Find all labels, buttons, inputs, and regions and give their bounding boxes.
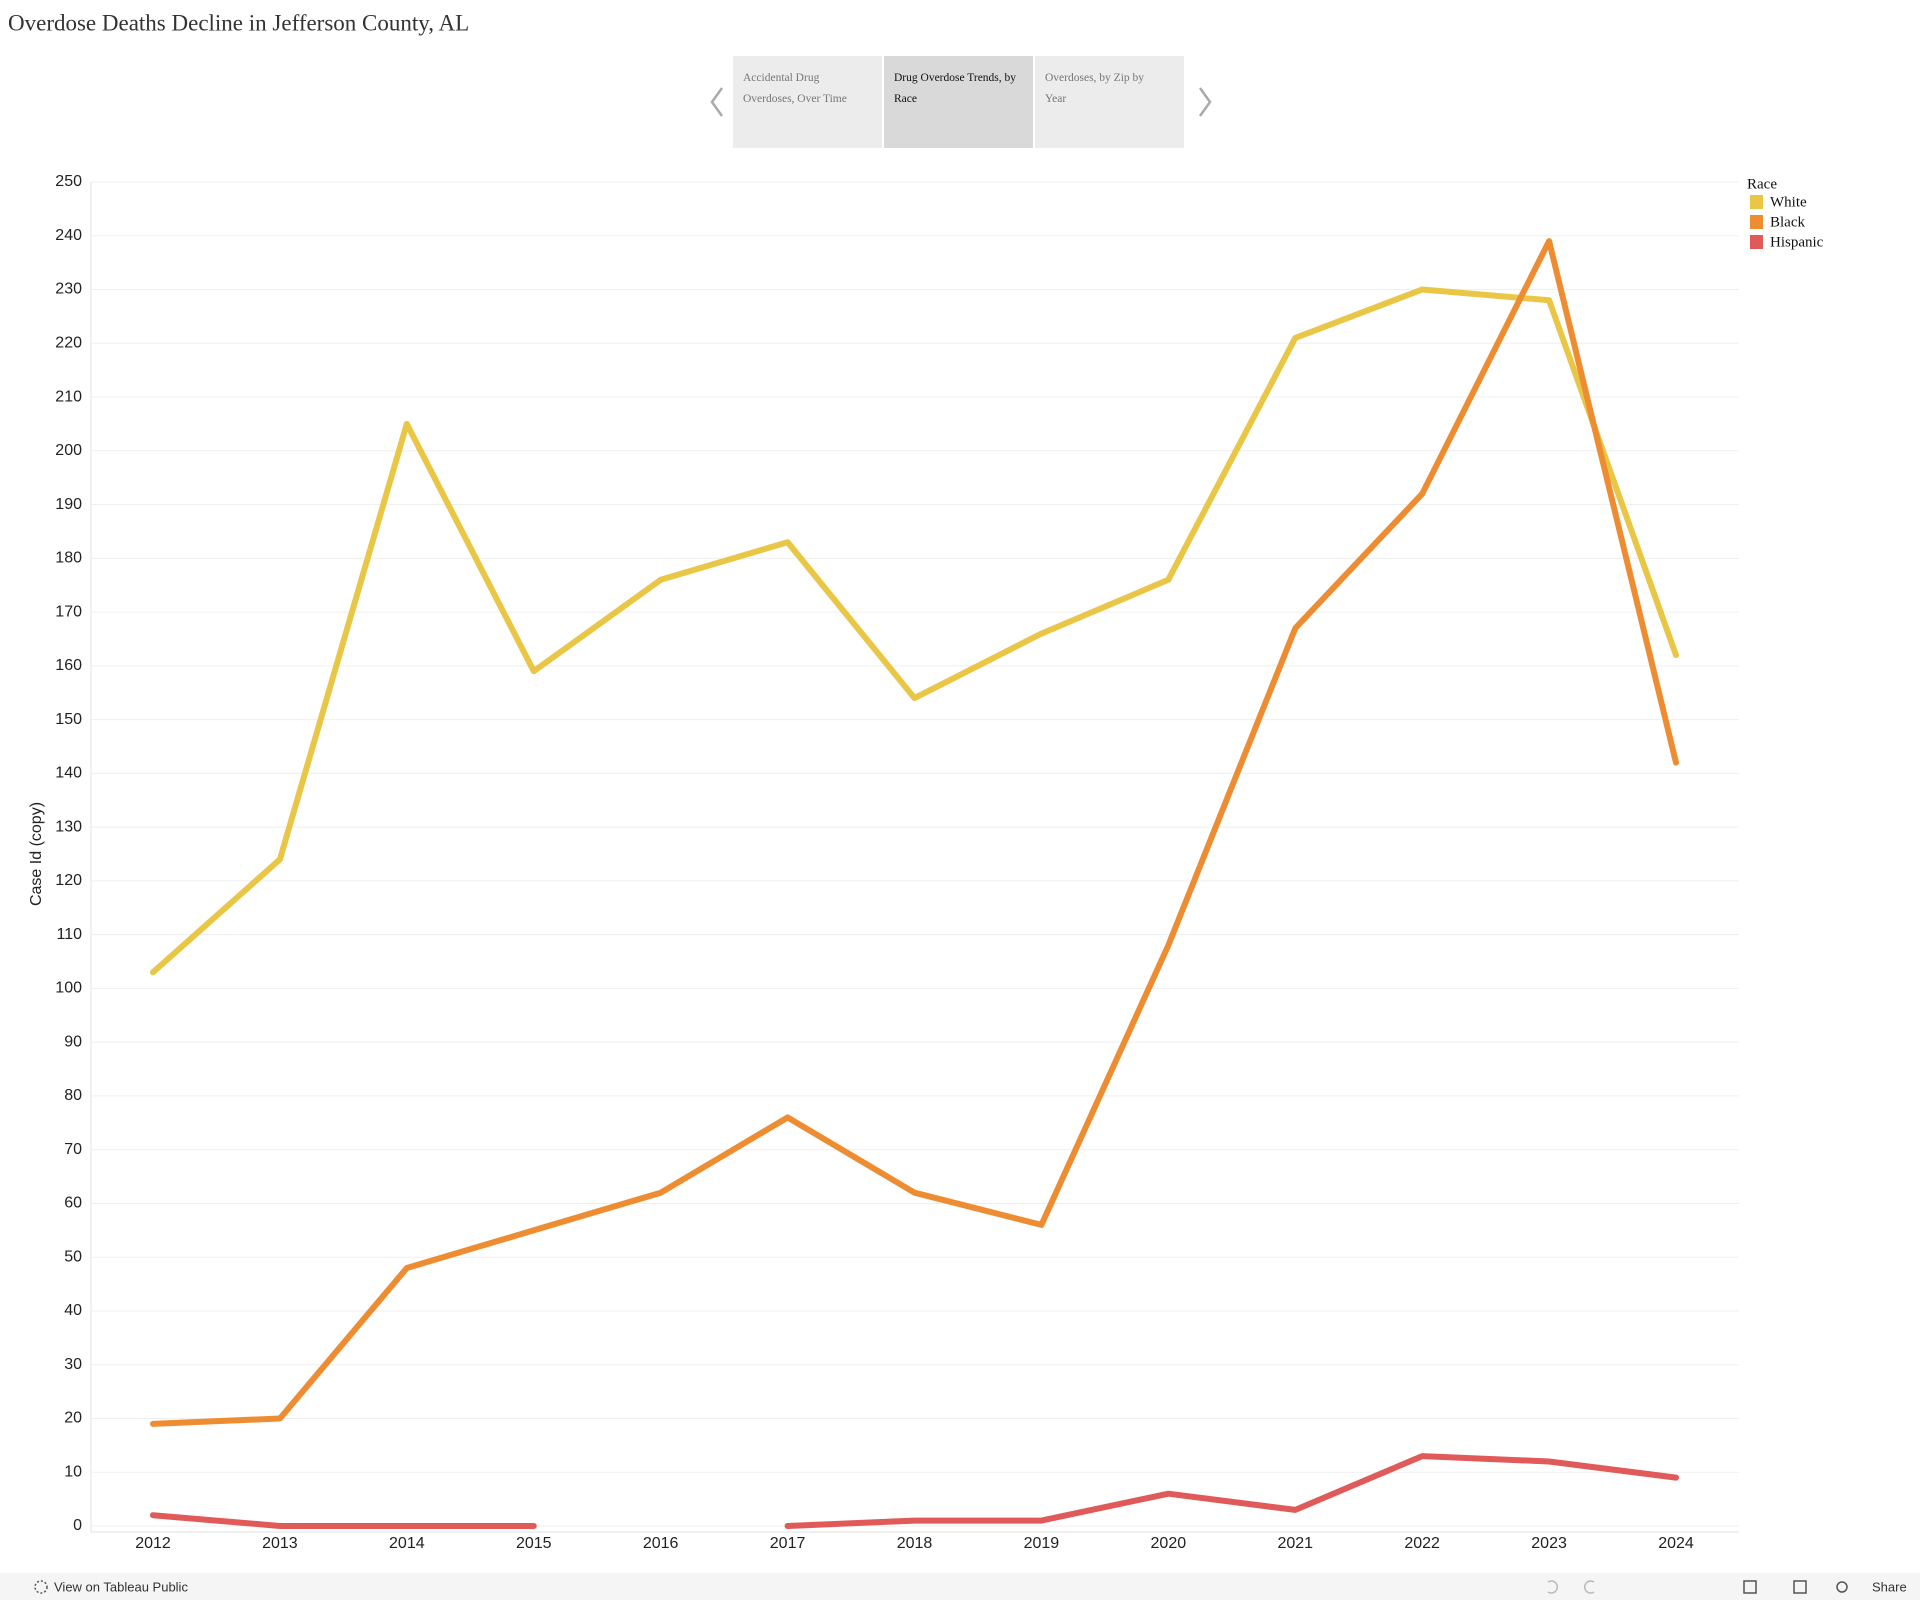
legend-label: Hispanic xyxy=(1770,234,1824,250)
series-line xyxy=(150,286,1679,976)
series-line xyxy=(150,238,1679,1427)
prev-arrow[interactable] xyxy=(710,87,724,117)
next-arrow[interactable] xyxy=(1198,87,1212,117)
legend-label: Black xyxy=(1770,214,1805,230)
tab[interactable]: Overdoses, by Zip by Year xyxy=(1035,56,1184,148)
y-tick-label: 40 xyxy=(64,1302,82,1319)
footer-bar xyxy=(0,1573,1920,1600)
y-tick-label: 120 xyxy=(55,872,82,889)
footer-link[interactable]: View on Tableau Public xyxy=(54,1579,188,1594)
x-tick-label: 2021 xyxy=(1277,1535,1313,1552)
x-tick-label: 2016 xyxy=(643,1535,679,1552)
y-tick-label: 100 xyxy=(55,980,82,997)
tab-label: Accidental Drug Overdoses, Over Time xyxy=(743,72,847,105)
undo-icon[interactable] xyxy=(1547,1580,1558,1594)
y-tick-label: 250 xyxy=(55,173,82,190)
y-tick-label: 220 xyxy=(55,334,82,351)
y-tick-label: 20 xyxy=(64,1410,82,1427)
legend-swatch xyxy=(1750,235,1763,249)
page-title: Overdose Deaths Decline in Jefferson Cou… xyxy=(8,10,469,35)
toolbar-icons xyxy=(1547,1580,1848,1594)
legend-swatch xyxy=(1750,195,1763,209)
legend-swatch xyxy=(1750,215,1763,229)
y-tick-label: 200 xyxy=(55,442,82,459)
legend-title: Race xyxy=(1747,176,1777,192)
y-tick-label: 230 xyxy=(55,281,82,298)
tab-background xyxy=(884,56,1033,148)
y-tick-label: 210 xyxy=(55,388,82,405)
share-icon[interactable] xyxy=(1836,1581,1848,1593)
y-tick-label: 90 xyxy=(64,1033,82,1050)
x-tick-label: 2020 xyxy=(1151,1535,1187,1552)
redo-icon[interactable] xyxy=(1584,1580,1595,1594)
tableau-icon xyxy=(34,1580,48,1594)
y-tick-label: 240 xyxy=(55,227,82,244)
y-tick-label: 70 xyxy=(64,1141,82,1158)
x-tick-label: 2024 xyxy=(1658,1535,1694,1552)
y-tick-label: 190 xyxy=(55,496,82,513)
tab[interactable]: Drug Overdose Trends, by Race xyxy=(884,56,1033,148)
x-tick-label: 2017 xyxy=(770,1535,806,1552)
x-tick-label: 2014 xyxy=(389,1535,425,1552)
y-tick-label: 150 xyxy=(55,711,82,728)
y-tick-label: 0 xyxy=(73,1517,82,1534)
y-axis-label: Case Id (copy) xyxy=(28,802,45,906)
y-tick-label: 130 xyxy=(55,818,82,835)
x-tick-label: 2013 xyxy=(262,1535,298,1552)
x-tick-label: 2018 xyxy=(897,1535,933,1552)
tab-background xyxy=(733,56,882,148)
y-tick-label: 80 xyxy=(64,1087,82,1104)
fullscreen-icon[interactable] xyxy=(1793,1580,1807,1594)
y-tick-label: 110 xyxy=(56,926,82,943)
y-tick-label: 10 xyxy=(64,1463,82,1480)
download-icon[interactable] xyxy=(1743,1580,1757,1594)
series-line xyxy=(150,1453,1679,1529)
x-tick-label: 2023 xyxy=(1531,1535,1567,1552)
tab[interactable]: Accidental Drug Overdoses, Over Time xyxy=(733,56,882,148)
tab-background xyxy=(1035,56,1184,148)
x-tick-label: 2019 xyxy=(1024,1535,1060,1552)
y-tick-label: 160 xyxy=(55,657,82,674)
y-tick-label: 30 xyxy=(64,1356,82,1373)
y-tick-label: 140 xyxy=(55,765,82,782)
x-tick-label: 2015 xyxy=(516,1535,552,1552)
share-button[interactable]: Share xyxy=(1872,1579,1907,1594)
y-tick-label: 60 xyxy=(64,1195,82,1212)
x-tick-label: 2012 xyxy=(135,1535,171,1552)
legend-label: White xyxy=(1770,194,1807,210)
tab-label: Drug Overdose Trends, by Race xyxy=(894,72,1016,105)
y-tick-label: 170 xyxy=(55,603,82,620)
y-tick-label: 50 xyxy=(64,1248,82,1265)
x-tick-label: 2022 xyxy=(1404,1535,1440,1552)
y-tick-label: 180 xyxy=(55,550,82,567)
tab-label: Overdoses, by Zip by Year xyxy=(1045,72,1144,105)
